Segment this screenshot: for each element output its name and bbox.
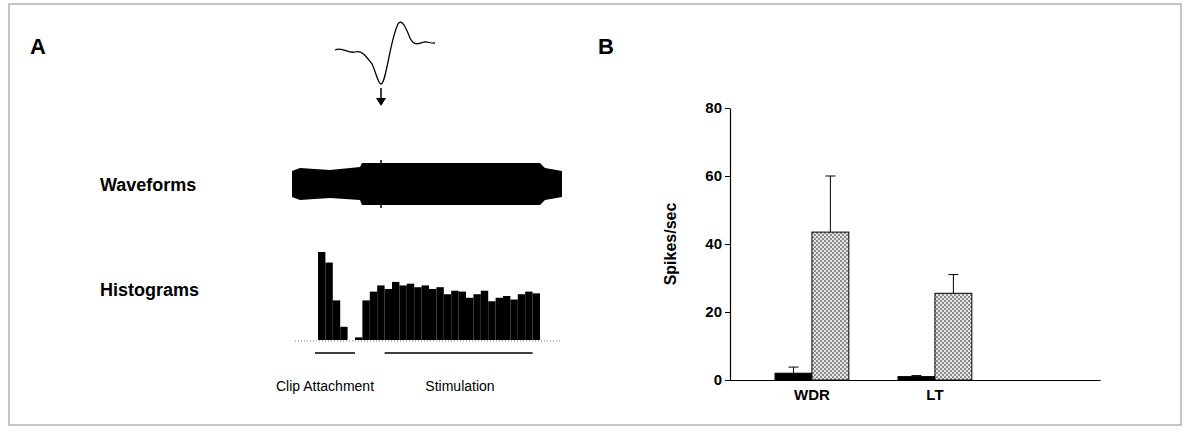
annotation: Clip Attachment [276, 378, 374, 394]
y-axis: 0 20 40 60 80 [705, 99, 730, 388]
histogram-bar [503, 296, 510, 340]
panel-title: B [598, 34, 614, 59]
panel-title: A [30, 34, 46, 59]
bar [775, 373, 812, 380]
annotation: Histograms [100, 280, 199, 300]
y-tick-mark [725, 244, 730, 245]
y-tick: 0 [714, 371, 730, 388]
error-stem [793, 367, 794, 373]
frame [9, 4, 1181, 425]
spike-icon [335, 22, 435, 84]
error-stem [953, 275, 954, 294]
y-axis-title: Spikes/sec [662, 203, 679, 286]
y-tick-mark [725, 380, 730, 381]
y-tick-mark [725, 108, 730, 109]
y-axis-line [730, 109, 731, 381]
waveform-band [292, 163, 562, 205]
histogram-bar [362, 300, 369, 340]
y-tick-mark [725, 176, 730, 177]
y-tick: 20 [705, 303, 730, 320]
y-tick: 40 [705, 235, 730, 252]
annotation: Waveforms [100, 175, 196, 195]
histogram-bar [399, 285, 406, 340]
error-cap [948, 274, 958, 275]
histogram-bar [451, 291, 458, 340]
histogram-bar [348, 340, 355, 341]
error-bar [788, 367, 798, 373]
plot-area [775, 176, 972, 380]
histogram-bar [325, 263, 332, 340]
histogram-bar [481, 291, 488, 340]
histogram-bar [422, 285, 429, 340]
histogram-bar [370, 292, 377, 340]
x-tick-label: LT [926, 386, 943, 403]
period-line [385, 352, 533, 354]
histogram-bar [473, 294, 480, 340]
y-tick-label: 80 [705, 99, 722, 116]
histogram-bar [333, 300, 340, 340]
histogram-bar [392, 282, 399, 340]
histogram-bar [355, 337, 362, 340]
histogram-bar [496, 298, 503, 340]
annotation: Stimulation [425, 378, 494, 394]
bar [812, 232, 849, 380]
error-bar [825, 176, 835, 232]
histogram-bar [510, 300, 517, 340]
error-cap [788, 367, 798, 368]
histogram-bar [533, 293, 540, 340]
x-axis-line [731, 380, 1101, 381]
histogram-bar [377, 285, 384, 340]
y-tick: 80 [705, 99, 730, 116]
x-axis: WDR LT [731, 380, 1101, 403]
period-line [315, 352, 355, 354]
histogram-bar [318, 252, 325, 340]
y-tick-label: 40 [705, 235, 722, 252]
error-stem [830, 176, 831, 232]
histogram-bar [407, 284, 414, 340]
figure: A Waveforms Histograms Clip Attachment Stimu… [0, 0, 1189, 432]
histogram-bar [466, 298, 473, 340]
y-tick: 60 [705, 167, 730, 184]
x-tick: WDR [794, 380, 830, 403]
y-tick-label: 20 [705, 303, 722, 320]
x-tick-label: WDR [794, 386, 830, 403]
histogram [318, 252, 540, 340]
histogram-bar [340, 327, 347, 340]
bar [935, 293, 972, 380]
waveform-marker [380, 160, 382, 208]
error-cap [911, 375, 921, 376]
histogram-bar [414, 287, 421, 340]
panel-a: A Waveforms Histograms Clip Attachment Stimu… [30, 22, 562, 394]
bar [898, 377, 935, 380]
histogram-bar [525, 292, 532, 340]
panel-b: B 0 20 40 60 80 WDR LT Spikes/sec [598, 34, 1101, 403]
x-tick: LT [926, 380, 943, 403]
error-bar [911, 376, 921, 377]
histogram-bar [488, 301, 495, 340]
y-tick-mark [725, 312, 730, 313]
error-bar [948, 275, 958, 294]
histogram-bar [385, 289, 392, 340]
y-tick-label: 0 [714, 371, 722, 388]
histogram-bar [436, 287, 443, 340]
error-cap [825, 176, 835, 177]
histogram-bar [429, 289, 436, 340]
baseline [295, 341, 560, 342]
histogram-bar [444, 294, 451, 340]
arrow-head [376, 98, 386, 106]
histogram-bar [518, 294, 525, 340]
y-tick-label: 60 [705, 167, 722, 184]
histogram-bar [459, 292, 466, 340]
